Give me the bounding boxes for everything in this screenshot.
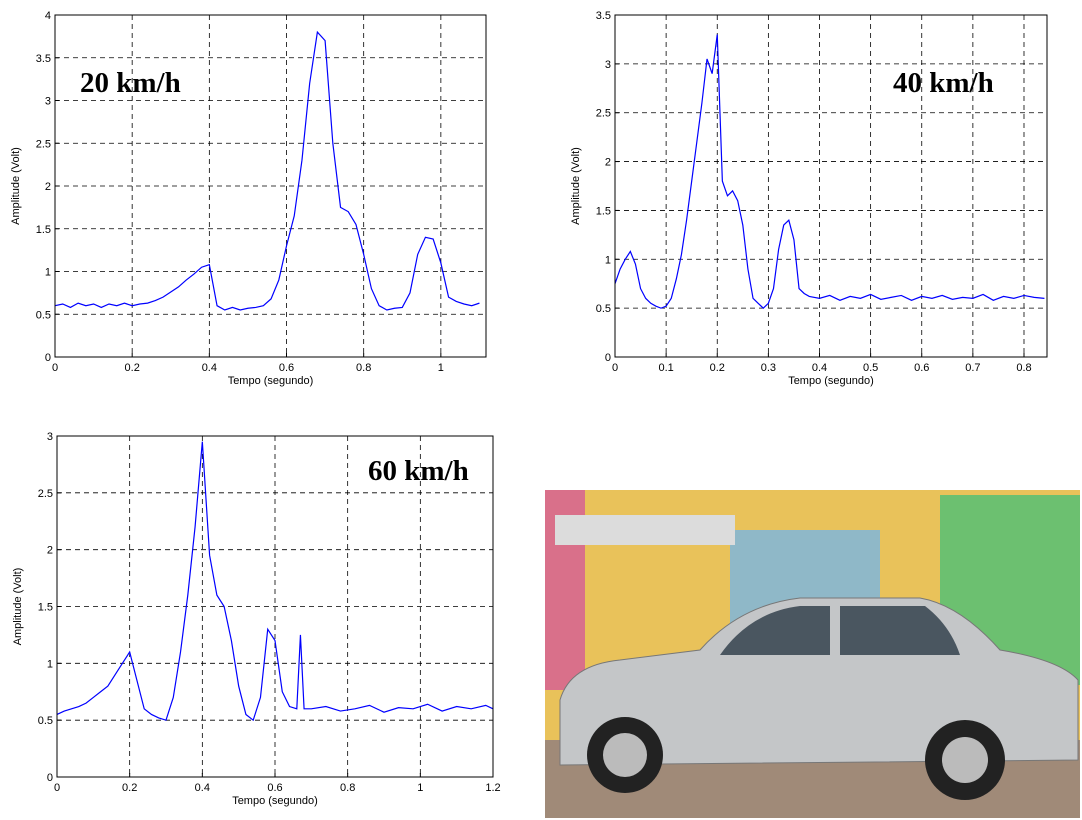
x-tick-label: 0.4 (202, 362, 217, 374)
y-tick-label: 2.5 (38, 488, 53, 500)
x-tick-label: 0.2 (122, 782, 137, 794)
car-photo (545, 490, 1080, 818)
x-tick-label: 0.1 (658, 362, 673, 374)
y-tick-label: 2 (605, 157, 611, 169)
signal-line (56, 441, 494, 722)
x-tick-label: 1.2 (485, 782, 500, 794)
x-axis-label: Tempo (segundo) (788, 375, 874, 387)
x-tick-label: 0.4 (195, 782, 210, 794)
rim (603, 733, 647, 777)
signal-line (54, 30, 480, 311)
y-tick-label: 1 (45, 267, 51, 279)
x-tick-label: 0 (612, 362, 618, 374)
x-tick-label: 0 (54, 782, 60, 794)
y-tick-label: 0 (605, 352, 611, 364)
x-tick-label: 1 (438, 362, 444, 374)
y-tick-label: 0.5 (596, 303, 611, 315)
signal-line (614, 34, 1045, 309)
x-tick-label: 0.8 (1016, 362, 1031, 374)
x-tick-label: 0 (52, 362, 58, 374)
y-tick-label: 2.5 (36, 138, 51, 150)
y-tick-label: 0 (47, 772, 53, 784)
y-axis-label: Amplitude (Volt) (10, 147, 22, 225)
x-tick-label: 0.4 (812, 362, 827, 374)
annotation: 60 km/h (368, 455, 469, 487)
y-tick-label: 0 (45, 352, 51, 364)
x-tick-label: 0.6 (914, 362, 929, 374)
rim (942, 737, 988, 783)
plot-frame (56, 435, 494, 778)
x-tick-label: 0.3 (761, 362, 776, 374)
y-tick-label: 0.5 (38, 715, 53, 727)
y-tick-label: 3 (605, 59, 611, 71)
x-tick-label: 0.2 (125, 362, 140, 374)
y-tick-label: 0.5 (36, 309, 51, 321)
y-tick-label: 2 (47, 545, 53, 557)
x-tick-label: 0.5 (863, 362, 878, 374)
x-tick-label: 0.7 (965, 362, 980, 374)
y-tick-label: 1.5 (596, 205, 611, 217)
x-axis-label: Tempo (segundo) (228, 375, 314, 387)
car-window (720, 606, 960, 655)
x-axis-label: Tempo (segundo) (232, 795, 318, 807)
y-tick-label: 1.5 (38, 602, 53, 614)
annotation: 20 km/h (80, 67, 181, 99)
y-tick-label: 2 (45, 181, 51, 193)
x-tick-label: 0.8 (356, 362, 371, 374)
y-tick-label: 1.5 (36, 224, 51, 236)
x-tick-label: 0.6 (267, 782, 282, 794)
y-tick-label: 3 (47, 431, 53, 443)
x-tick-label: 0.6 (279, 362, 294, 374)
x-tick-label: 0.8 (340, 782, 355, 794)
y-tick-label: 2.5 (596, 108, 611, 120)
y-tick-label: 3.5 (596, 10, 611, 22)
y-axis-label: Amplitude (Volt) (570, 147, 582, 225)
y-tick-label: 4 (45, 10, 51, 22)
y-tick-label: 1 (47, 658, 53, 670)
y-tick-label: 1 (605, 254, 611, 266)
y-axis-label: Amplitude (Volt) (12, 568, 24, 646)
canopy (555, 515, 735, 545)
plot-frame (614, 14, 1048, 358)
y-tick-label: 3.5 (36, 53, 51, 65)
y-tick-label: 3 (45, 96, 51, 108)
x-tick-label: 0.2 (710, 362, 725, 374)
x-tick-label: 1 (417, 782, 423, 794)
annotation: 40 km/h (893, 67, 994, 99)
plot-frame (54, 14, 487, 358)
